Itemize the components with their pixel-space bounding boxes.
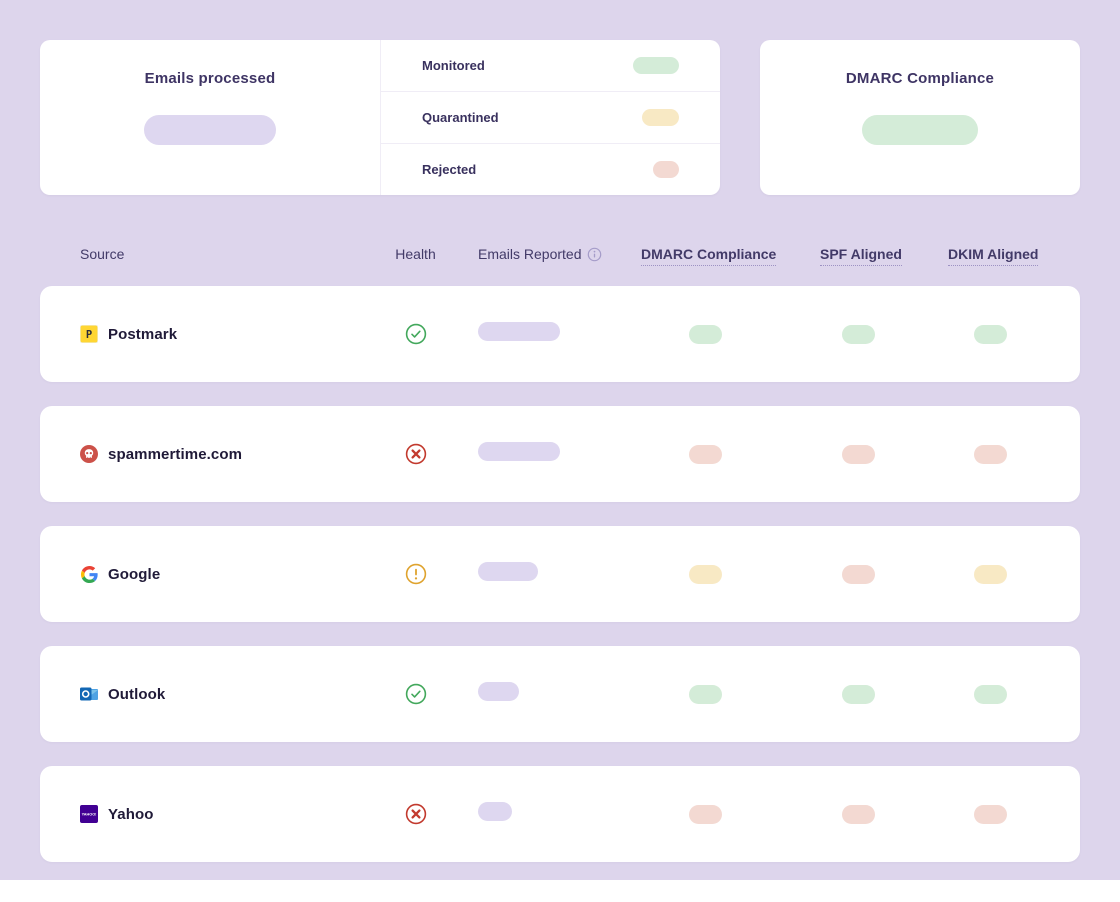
dkim-aligned-cell	[948, 684, 1033, 704]
dkim-aligned-pill	[974, 804, 1007, 824]
svg-text:P: P	[86, 329, 92, 341]
source-name: spammertime.com	[108, 445, 243, 463]
source-row-spammertime[interactable]: spammertime.com	[40, 406, 1080, 502]
quarantined-value-pill	[642, 109, 679, 126]
monitored-value-pill	[633, 57, 679, 74]
health-status-icon	[393, 803, 438, 825]
dkim-header-label: DKIM Aligned	[948, 246, 1039, 266]
google-logo-icon	[80, 565, 98, 583]
info-circle-icon[interactable]	[587, 247, 602, 262]
source-cell: Google	[40, 565, 393, 583]
health-status-icon	[393, 563, 438, 585]
dmarc-header-label: DMARC Compliance	[641, 246, 777, 266]
dmarc-compliance-value-pill	[862, 115, 978, 145]
spf-header-label: SPF Aligned	[820, 246, 902, 266]
source-row-outlook[interactable]: Outlook	[40, 646, 1080, 742]
dmarc-compliance-cell	[641, 684, 769, 704]
column-header-emails-reported: Emails Reported	[438, 246, 641, 262]
emails-reported-cell	[438, 322, 641, 346]
dmarc-compliance-title: DMARC Compliance	[845, 70, 995, 87]
health-status-icon	[393, 323, 438, 345]
emails-reported-cell	[438, 802, 641, 826]
emails-reported-pill	[478, 322, 560, 341]
dkim-aligned-pill	[974, 564, 1007, 584]
legend-item-quarantined: Quarantined	[381, 91, 720, 143]
spf-aligned-cell	[820, 804, 896, 824]
emails-reported-pill	[478, 682, 519, 701]
dkim-aligned-cell	[948, 444, 1033, 464]
spf-aligned-pill	[841, 804, 875, 824]
dmarc-compliance-pill	[688, 564, 722, 584]
source-name: Postmark	[108, 325, 178, 343]
spam-skull-icon	[80, 445, 98, 463]
spf-aligned-cell	[820, 684, 896, 704]
emails-processed-pane: Emails processed	[40, 40, 380, 195]
dkim-aligned-pill	[974, 324, 1007, 344]
dkim-aligned-cell	[948, 324, 1033, 344]
dkim-aligned-cell	[948, 804, 1033, 824]
column-header-health: Health	[395, 246, 436, 262]
dkim-aligned-cell	[948, 564, 1033, 584]
source-rows: P Postmark	[40, 286, 1080, 862]
svg-text:YAHOO!: YAHOO!	[82, 813, 97, 817]
dmarc-compliance-cell	[641, 324, 769, 344]
emails-reported-cell	[438, 442, 641, 466]
spf-aligned-pill	[841, 324, 875, 344]
spf-aligned-cell	[820, 564, 896, 584]
emails-processed-title: Emails processed	[144, 70, 276, 87]
dmarc-compliance-card: DMARC Compliance	[760, 40, 1080, 195]
column-header-dmarc-compliance[interactable]: DMARC Compliance	[641, 246, 777, 266]
outlook-logo-icon	[80, 685, 98, 703]
rejected-value-pill	[653, 161, 679, 178]
emails-processed-value-pill	[144, 115, 276, 145]
source-name: Outlook	[108, 685, 166, 703]
dmarc-dashboard: Emails processed Monitored Quarantined R…	[0, 0, 1120, 880]
dmarc-compliance-cell	[641, 444, 769, 464]
source-name: Yahoo	[108, 805, 154, 823]
health-status-icon	[393, 683, 438, 705]
dkim-aligned-pill	[974, 444, 1007, 464]
table-header: Source Health Emails Reported DMARC Comp…	[40, 243, 1080, 266]
dmarc-compliance-pill	[688, 684, 722, 704]
legend-item-monitored: Monitored	[381, 40, 720, 91]
dmarc-compliance-pill	[688, 804, 722, 824]
summary-cards: Emails processed Monitored Quarantined R…	[40, 40, 1080, 195]
legend-label: Rejected	[422, 162, 477, 177]
column-header-dkim-aligned[interactable]: DKIM Aligned	[948, 246, 1039, 266]
legend-label: Monitored	[422, 58, 485, 73]
yahoo-logo-icon: YAHOO!	[80, 805, 98, 823]
spf-aligned-pill	[841, 564, 875, 584]
source-row-google[interactable]: Google	[40, 526, 1080, 622]
source-row-yahoo[interactable]: YAHOO! Yahoo	[40, 766, 1080, 862]
dmarc-compliance-cell	[641, 564, 769, 584]
source-row-postmark[interactable]: P Postmark	[40, 286, 1080, 382]
disposition-legend: Monitored Quarantined Rejected	[380, 40, 720, 195]
legend-label: Quarantined	[422, 110, 499, 125]
emails-reported-pill	[478, 802, 512, 821]
emails-reported-label: Emails Reported	[478, 246, 582, 262]
source-cell: Outlook	[40, 685, 393, 703]
dmarc-compliance-cell	[641, 804, 769, 824]
dmarc-compliance-pill	[688, 444, 722, 464]
emails-processed-card: Emails processed Monitored Quarantined R…	[40, 40, 720, 195]
source-cell: spammertime.com	[40, 445, 393, 463]
source-name: Google	[108, 565, 161, 583]
spf-aligned-cell	[820, 324, 896, 344]
source-cell: YAHOO! Yahoo	[40, 805, 393, 823]
emails-reported-pill	[478, 562, 538, 581]
column-header-source: Source	[80, 246, 125, 262]
emails-reported-cell	[438, 682, 641, 706]
spf-aligned-cell	[820, 444, 896, 464]
dmarc-compliance-pill	[688, 324, 722, 344]
dkim-aligned-pill	[974, 684, 1007, 704]
emails-reported-cell	[438, 562, 641, 586]
legend-item-rejected: Rejected	[381, 143, 720, 195]
spf-aligned-pill	[841, 444, 875, 464]
source-cell: P Postmark	[40, 325, 393, 343]
health-status-icon	[393, 443, 438, 465]
column-header-spf-aligned[interactable]: SPF Aligned	[820, 246, 902, 266]
spf-aligned-pill	[841, 684, 875, 704]
postmark-logo-icon: P	[80, 325, 98, 343]
emails-reported-pill	[478, 442, 560, 461]
